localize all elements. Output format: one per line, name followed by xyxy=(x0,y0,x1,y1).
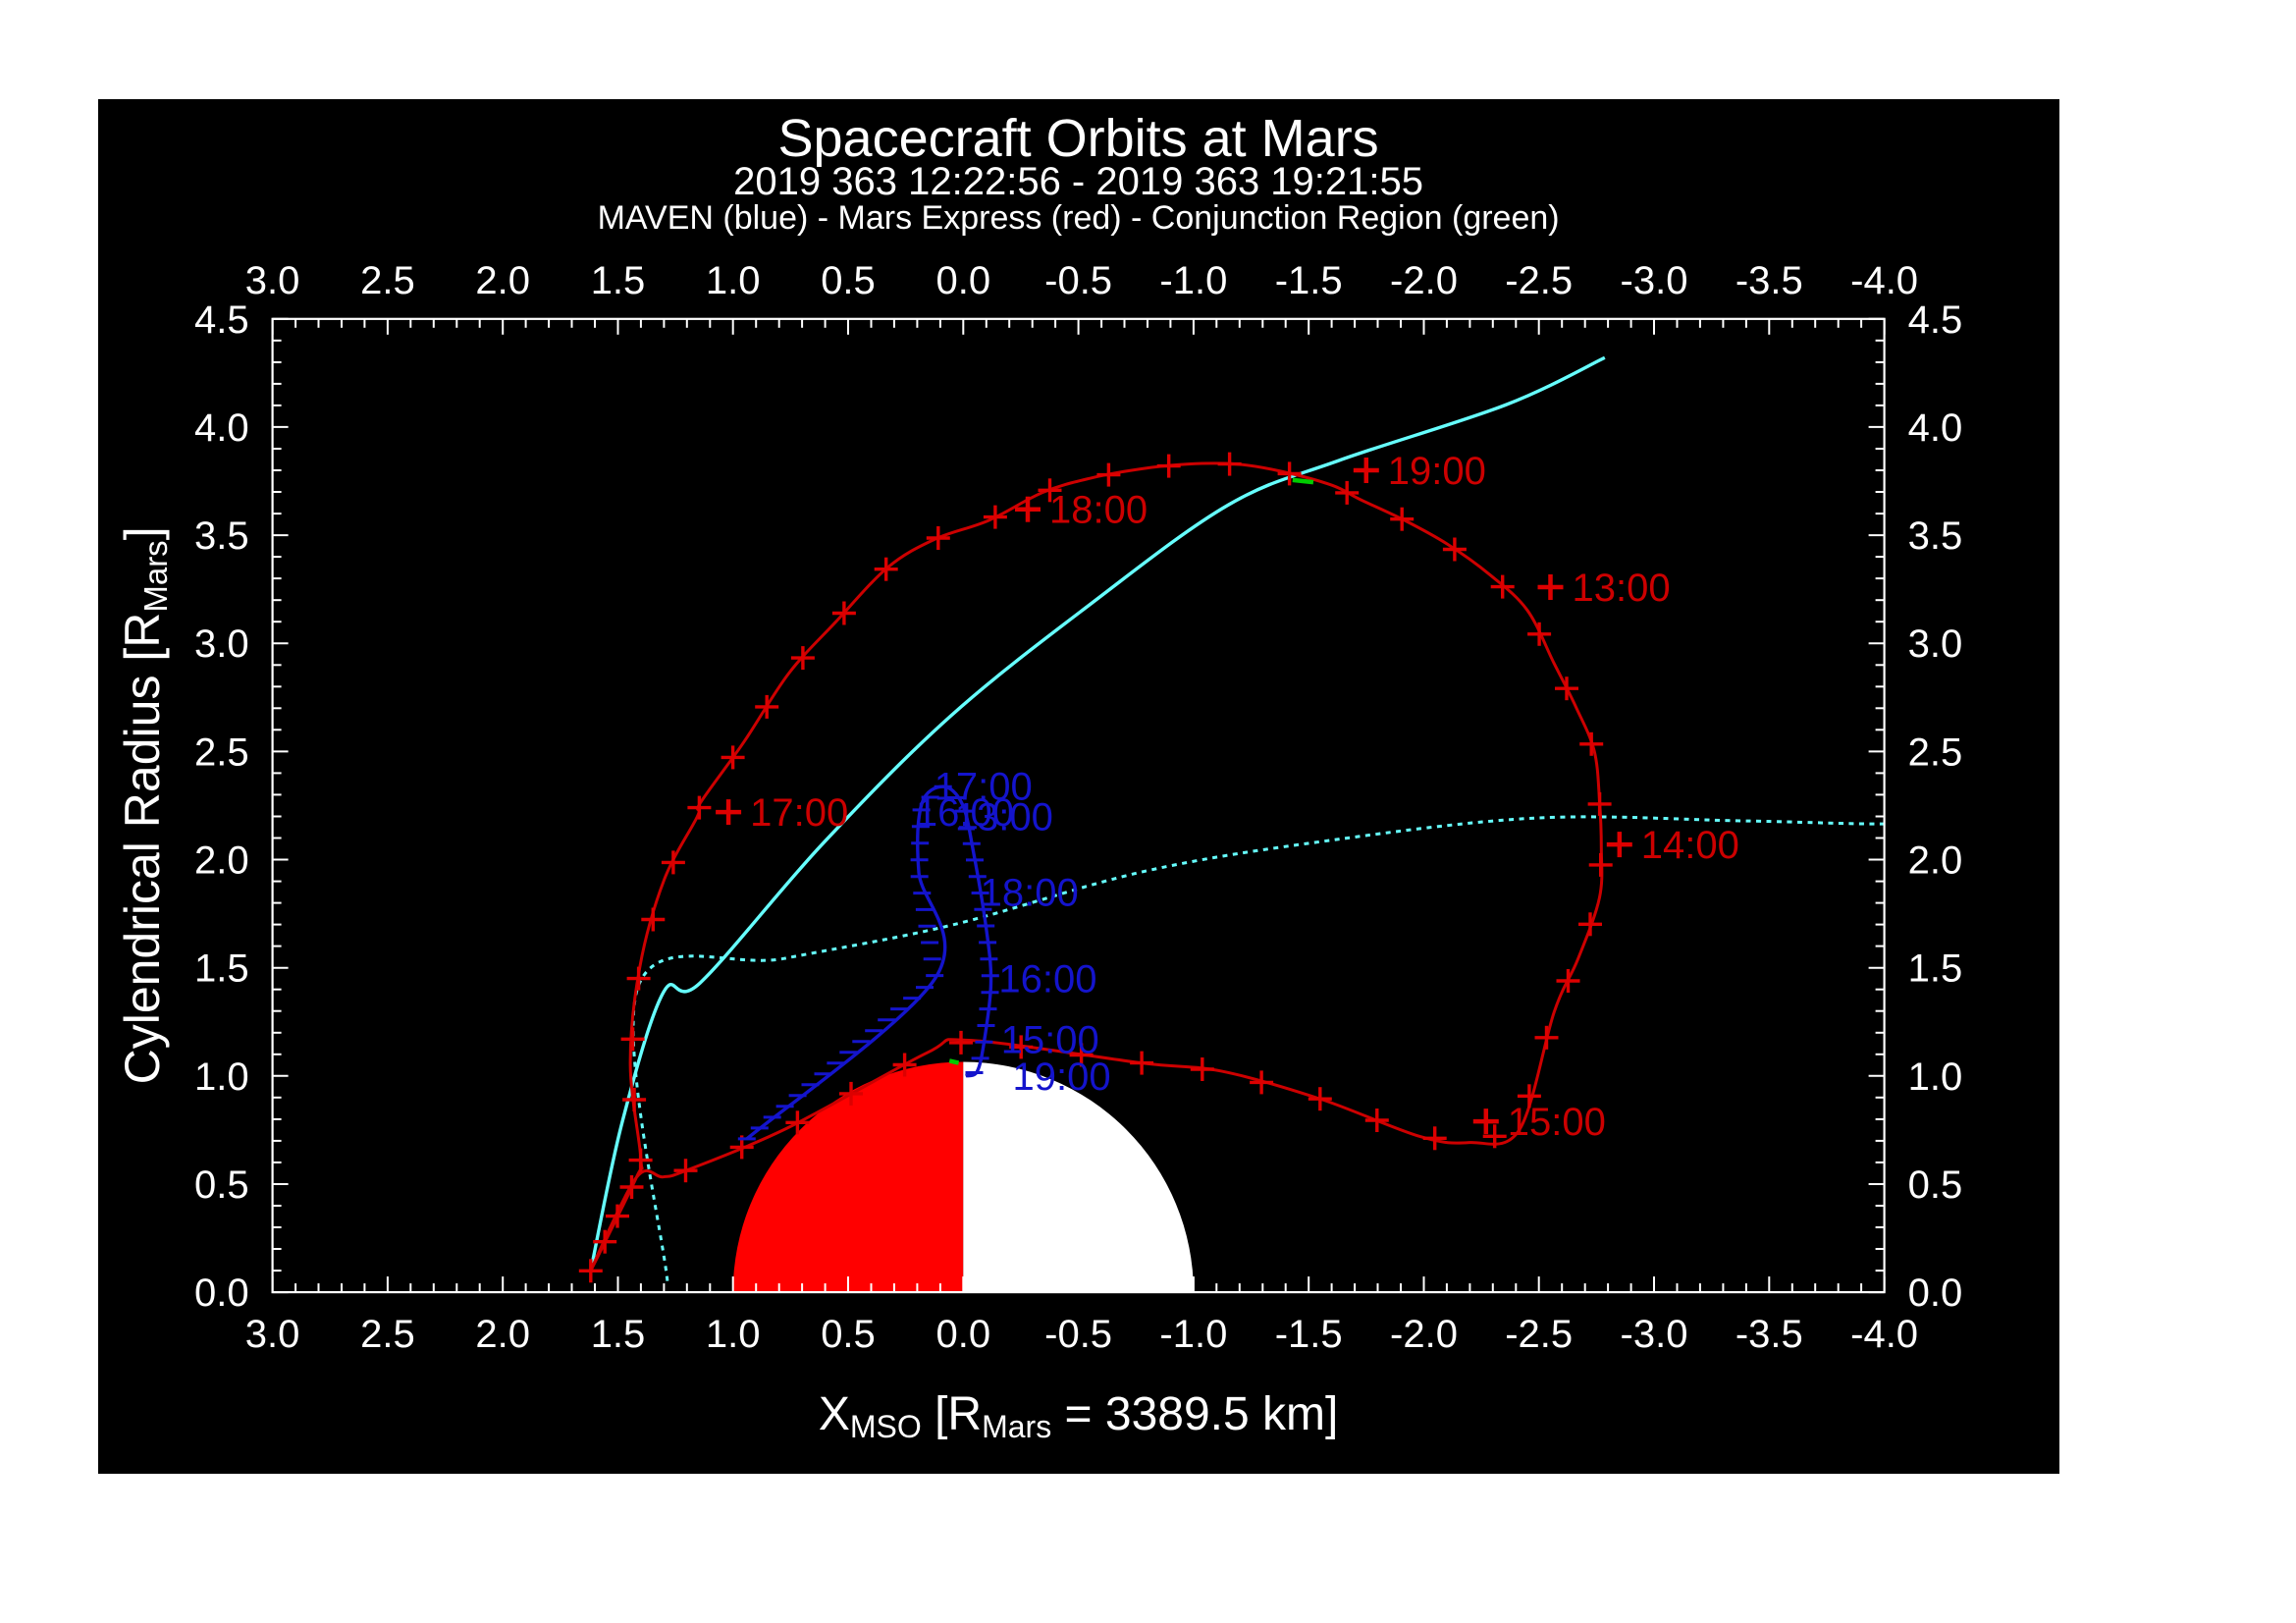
svg-text:18:00: 18:00 xyxy=(981,872,1079,915)
svg-text:0.0: 0.0 xyxy=(194,1271,249,1315)
svg-text:-1.0: -1.0 xyxy=(1159,259,1227,302)
svg-text:3.5: 3.5 xyxy=(1908,514,1963,558)
svg-text:2.0: 2.0 xyxy=(194,839,249,883)
svg-text:-0.5: -0.5 xyxy=(1044,259,1112,302)
svg-text:1.5: 1.5 xyxy=(1908,947,1963,991)
svg-text:1.0: 1.0 xyxy=(1908,1055,1963,1099)
svg-text:-3.5: -3.5 xyxy=(1735,259,1803,302)
svg-text:MAVEN (blue) - Mars Express (r: MAVEN (blue) - Mars Express (red) - Conj… xyxy=(598,199,1560,237)
svg-text:0.0: 0.0 xyxy=(935,259,990,302)
svg-text:1.0: 1.0 xyxy=(706,1313,761,1356)
svg-text:-3.5: -3.5 xyxy=(1735,1313,1803,1356)
svg-text:1.0: 1.0 xyxy=(706,259,761,302)
svg-text:14:00: 14:00 xyxy=(1641,824,1739,867)
svg-text:4.0: 4.0 xyxy=(194,406,249,450)
svg-text:-2.5: -2.5 xyxy=(1505,259,1573,302)
svg-text:1.5: 1.5 xyxy=(591,1313,646,1356)
svg-text:0.0: 0.0 xyxy=(1908,1271,1963,1315)
svg-text:3.0: 3.0 xyxy=(1908,622,1963,666)
svg-text:-1.5: -1.5 xyxy=(1275,259,1343,302)
svg-text:2.5: 2.5 xyxy=(194,730,249,774)
svg-text:2019 363 12:22:56 - 2019 363 1: 2019 363 12:22:56 - 2019 363 19:21:55 xyxy=(733,160,1423,203)
svg-text:2.0: 2.0 xyxy=(475,1313,530,1356)
svg-text:4.5: 4.5 xyxy=(1908,298,1963,342)
svg-text:16:00: 16:00 xyxy=(998,958,1096,1001)
svg-text:-0.5: -0.5 xyxy=(1044,1313,1112,1356)
svg-text:-1.0: -1.0 xyxy=(1159,1313,1227,1356)
svg-text:1.0: 1.0 xyxy=(194,1055,249,1099)
svg-text:18:00: 18:00 xyxy=(1049,489,1148,532)
svg-text:17:00: 17:00 xyxy=(750,791,848,835)
svg-text:-2.0: -2.0 xyxy=(1390,1313,1458,1356)
svg-text:13:00: 13:00 xyxy=(955,796,1053,839)
svg-text:Spacecraft Orbits at Mars: Spacecraft Orbits at Mars xyxy=(777,109,1378,168)
svg-text:2.0: 2.0 xyxy=(475,259,530,302)
svg-text:19:00: 19:00 xyxy=(1388,450,1486,493)
svg-text:15:00: 15:00 xyxy=(1508,1101,1606,1144)
svg-text:-4.0: -4.0 xyxy=(1850,259,1918,302)
svg-text:1.5: 1.5 xyxy=(591,259,646,302)
svg-text:3.0: 3.0 xyxy=(245,259,300,302)
svg-text:-3.0: -3.0 xyxy=(1621,259,1688,302)
svg-text:-4.0: -4.0 xyxy=(1850,1313,1918,1356)
svg-text:19:00: 19:00 xyxy=(1013,1055,1111,1099)
svg-text:0.5: 0.5 xyxy=(821,1313,876,1356)
svg-text:0.0: 0.0 xyxy=(935,1313,990,1356)
svg-text:3.0: 3.0 xyxy=(245,1313,300,1356)
svg-text:0.5: 0.5 xyxy=(821,259,876,302)
svg-text:0.5: 0.5 xyxy=(194,1163,249,1207)
svg-text:-2.0: -2.0 xyxy=(1390,259,1458,302)
svg-text:-3.0: -3.0 xyxy=(1621,1313,1688,1356)
svg-text:0.5: 0.5 xyxy=(1908,1163,1963,1207)
svg-text:-1.5: -1.5 xyxy=(1275,1313,1343,1356)
svg-text:2.5: 2.5 xyxy=(1908,730,1963,774)
svg-text:4.5: 4.5 xyxy=(194,298,249,342)
svg-text:-2.5: -2.5 xyxy=(1505,1313,1573,1356)
svg-text:13:00: 13:00 xyxy=(1573,567,1671,610)
svg-text:3.0: 3.0 xyxy=(194,622,249,666)
svg-text:2.5: 2.5 xyxy=(360,1313,415,1356)
svg-text:2.0: 2.0 xyxy=(1908,839,1963,883)
svg-text:4.0: 4.0 xyxy=(1908,406,1963,450)
svg-text:2.5: 2.5 xyxy=(360,259,415,302)
svg-text:3.5: 3.5 xyxy=(194,514,249,558)
svg-text:1.5: 1.5 xyxy=(194,947,249,991)
